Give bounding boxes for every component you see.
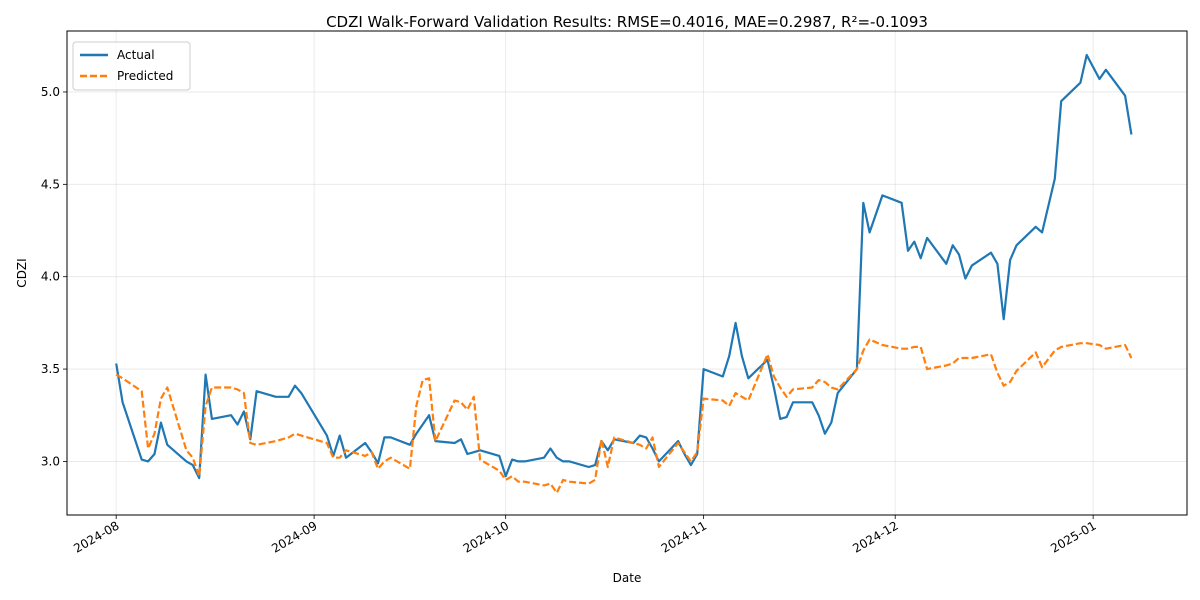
- x-axis-label: Date: [613, 571, 642, 585]
- y-axis-label: CDZI: [15, 258, 29, 287]
- y-tick-label: 3.5: [41, 362, 60, 376]
- y-tick-label: 4.0: [41, 270, 60, 284]
- series-lines: [115, 53, 1133, 494]
- legend-predicted-label: Predicted: [117, 69, 173, 83]
- y-axis-ticks: 3.0 3.5 4.0 4.5 5.0: [41, 85, 67, 468]
- legend-actual-label: Actual: [117, 48, 155, 62]
- series-line-actual: [115, 53, 1133, 480]
- y-tick-label: 5.0: [41, 85, 60, 99]
- y-tick-label: 4.5: [41, 177, 60, 191]
- y-tick-label: 3.0: [41, 454, 60, 468]
- series-line-predicted: [115, 338, 1133, 494]
- chart-title: CDZI Walk-Forward Validation Results: RM…: [326, 13, 928, 31]
- legend: Actual Predicted: [72, 41, 191, 91]
- plot-frame: [66, 30, 1188, 516]
- grid-lines: [67, 31, 1187, 515]
